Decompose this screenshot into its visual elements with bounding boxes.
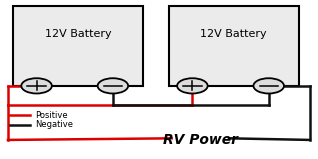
Bar xyxy=(13,6,143,86)
Circle shape xyxy=(98,78,128,93)
Text: Positive: Positive xyxy=(35,111,68,120)
Text: Negative: Negative xyxy=(35,120,73,129)
Circle shape xyxy=(253,78,284,93)
Text: 12V Battery: 12V Battery xyxy=(45,29,111,39)
Circle shape xyxy=(177,78,208,93)
Text: 12V Battery: 12V Battery xyxy=(200,29,267,39)
Text: RV Power: RV Power xyxy=(163,133,238,147)
Circle shape xyxy=(21,78,52,93)
Bar xyxy=(169,6,299,86)
